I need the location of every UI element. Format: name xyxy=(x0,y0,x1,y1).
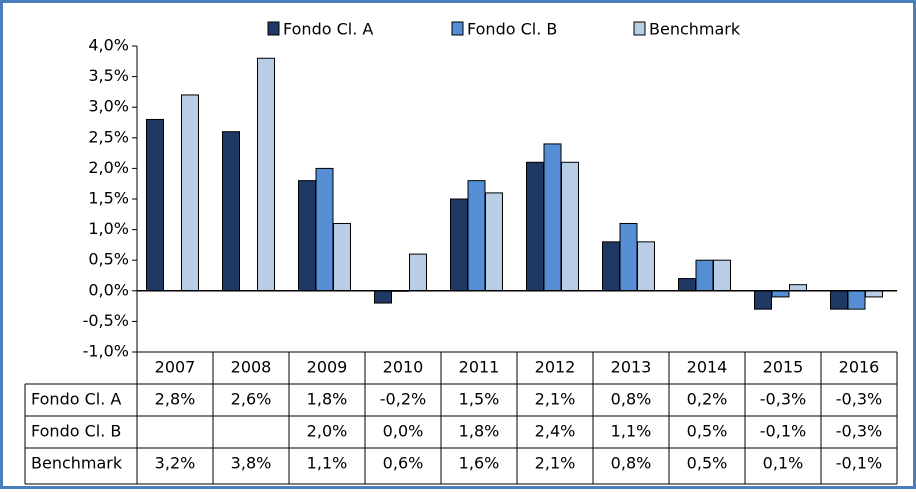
bar xyxy=(602,241,620,292)
bar xyxy=(543,143,562,292)
table-row-label: Fondo Cl. B xyxy=(31,422,121,441)
table-value: -0,3% xyxy=(836,390,882,409)
bar xyxy=(847,290,866,310)
legend-label: Fondo Cl. B xyxy=(467,20,557,39)
bar xyxy=(257,57,275,292)
table-value: 1,1% xyxy=(307,454,348,473)
x-tick-label: 2012 xyxy=(535,358,576,377)
legend-swatch xyxy=(633,21,646,36)
table-value: -0,3% xyxy=(760,390,806,409)
table-value: 3,2% xyxy=(155,454,196,473)
table-value: 0,1% xyxy=(763,454,804,473)
bar xyxy=(789,284,807,292)
legend-label: Fondo Cl. A xyxy=(283,20,373,39)
bar xyxy=(298,180,316,292)
table-value: 1,8% xyxy=(307,390,348,409)
x-tick-label: 2014 xyxy=(687,358,728,377)
y-tick-label: 3,5% xyxy=(88,66,129,85)
table-value: 0,8% xyxy=(611,390,652,409)
bar xyxy=(333,222,351,292)
table-value: 1,1% xyxy=(611,422,652,441)
table-value: 1,5% xyxy=(459,390,500,409)
legend-swatch xyxy=(451,21,464,36)
y-tick-label: 4,0% xyxy=(88,36,129,55)
y-tick-label: 0,0% xyxy=(88,280,129,299)
legend-swatch xyxy=(267,21,280,36)
bar xyxy=(485,192,503,292)
table-value: 2,1% xyxy=(535,390,576,409)
table-value: 0,2% xyxy=(687,390,728,409)
x-tick-label: 2011 xyxy=(459,358,500,377)
bar xyxy=(222,131,240,292)
table-value: 2,4% xyxy=(535,422,576,441)
table-value: -0,3% xyxy=(836,422,882,441)
bar xyxy=(526,161,544,292)
y-tick-label: 2,0% xyxy=(88,158,129,177)
table-value: 1,6% xyxy=(459,454,500,473)
table-value: 0,8% xyxy=(611,454,652,473)
x-tick-label: 2007 xyxy=(155,358,196,377)
x-tick-label: 2010 xyxy=(383,358,424,377)
y-tick-label: 2,5% xyxy=(88,127,129,146)
table-value: 0,6% xyxy=(383,454,424,473)
bar xyxy=(450,198,468,292)
bar xyxy=(771,290,790,298)
table-value: 3,8% xyxy=(231,454,272,473)
y-tick-label: -1,0% xyxy=(83,342,129,361)
y-tick-label: 3,0% xyxy=(88,97,129,116)
table-value: 2,8% xyxy=(155,390,196,409)
bar xyxy=(713,259,731,292)
bar xyxy=(561,161,579,292)
bar xyxy=(678,278,696,292)
table-value: 0,5% xyxy=(687,454,728,473)
y-tick-label: 1,0% xyxy=(88,219,129,238)
y-tick-label: -0,5% xyxy=(83,311,129,330)
x-tick-label: 2008 xyxy=(231,358,272,377)
table-value: 0,5% xyxy=(687,422,728,441)
x-tick-label: 2016 xyxy=(839,358,880,377)
bar xyxy=(695,259,714,292)
table-value: 1,8% xyxy=(459,422,500,441)
table-value: 2,1% xyxy=(535,454,576,473)
bar xyxy=(619,222,638,292)
y-tick-label: 0,5% xyxy=(88,250,129,269)
table-value: 0,0% xyxy=(383,422,424,441)
bar xyxy=(181,94,199,292)
bar xyxy=(374,290,392,304)
table-value: 2,0% xyxy=(307,422,348,441)
bar xyxy=(865,290,883,298)
table-row-label: Fondo Cl. A xyxy=(31,390,121,409)
x-tick-label: 2013 xyxy=(611,358,652,377)
x-tick-label: 2009 xyxy=(307,358,348,377)
x-tick-label: 2015 xyxy=(763,358,804,377)
table-value: -0,1% xyxy=(760,422,806,441)
y-tick-label: 1,5% xyxy=(88,189,129,208)
table-value: 2,6% xyxy=(231,390,272,409)
bar xyxy=(146,118,164,292)
bar xyxy=(754,290,772,310)
legend-label: Benchmark xyxy=(649,20,741,39)
bar xyxy=(315,167,334,292)
table-row-label: Benchmark xyxy=(31,454,123,473)
bar xyxy=(637,241,655,292)
table-value: -0,1% xyxy=(836,454,882,473)
bar xyxy=(409,253,427,292)
bar xyxy=(467,180,486,292)
bar xyxy=(830,290,848,310)
table-value: -0,2% xyxy=(380,390,426,409)
